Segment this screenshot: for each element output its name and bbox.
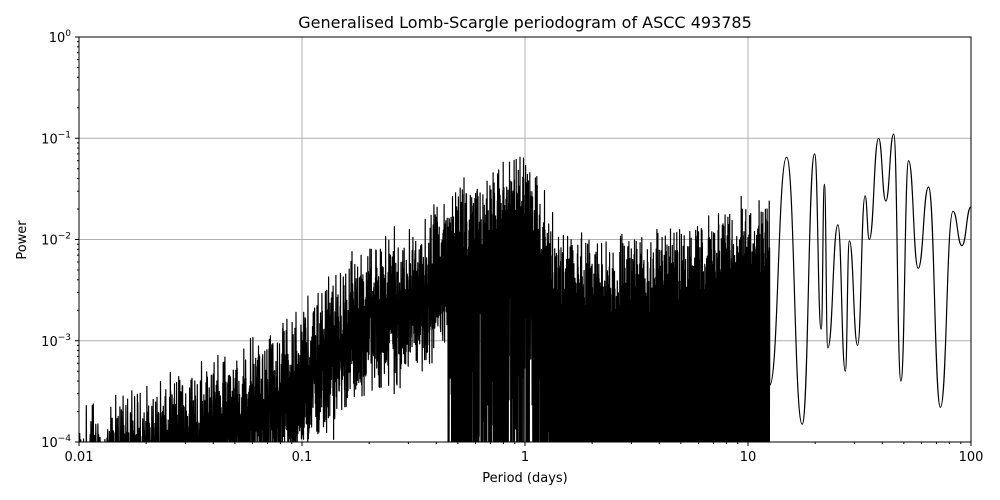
x-tick-label: 1	[521, 450, 529, 465]
x-tick-label: 0.01	[65, 450, 94, 465]
chart-title: Generalised Lomb-Scargle periodogram of …	[298, 13, 752, 32]
y-tick-label: 10−2	[41, 232, 71, 249]
y-axis-ticks: 100 10−1 10−2 10−3 10−4	[41, 29, 79, 451]
y-axis-label: Power	[15, 220, 30, 260]
x-tick-label: 100	[959, 450, 984, 465]
y-tick-label: 100	[49, 29, 72, 46]
y-tick-label: 10−4	[41, 434, 71, 451]
x-tick-label: 0.1	[292, 450, 313, 465]
x-axis-ticks: 0.01 0.1 1 10 100	[65, 442, 984, 465]
x-axis-label: Period (days)	[482, 471, 568, 486]
y-tick-label: 10−1	[41, 130, 71, 147]
periodogram-line	[79, 133, 971, 442]
y-tick-label: 10−3	[41, 333, 71, 350]
power-curve	[79, 133, 971, 442]
x-tick-label: 10	[740, 450, 757, 465]
